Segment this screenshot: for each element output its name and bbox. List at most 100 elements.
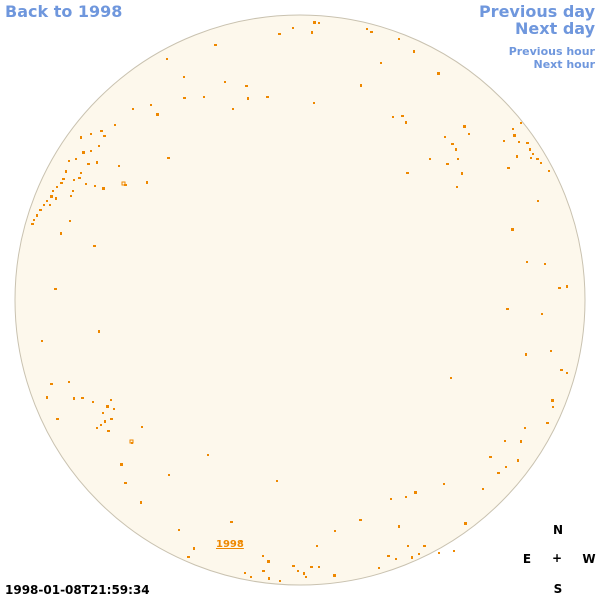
sky-object-marker [245, 85, 248, 87]
sky-object-marker [552, 406, 554, 408]
sky-disk [14, 14, 586, 586]
sky-object-marker [392, 116, 394, 118]
sky-object-marker [405, 121, 407, 124]
previous-day-link[interactable]: Previous day [478, 2, 595, 21]
sky-object-marker [113, 408, 115, 410]
sky-object-marker [114, 124, 116, 126]
sky-object-marker [489, 456, 492, 458]
sky-object-marker [102, 187, 105, 190]
sky-object-marker [366, 28, 368, 30]
next-day-link[interactable]: Next day [515, 19, 595, 38]
compass-center: + [551, 551, 563, 565]
sky-object-marker [33, 219, 35, 221]
sky-object-marker [78, 177, 81, 179]
sky-object-marker [303, 572, 305, 575]
sky-object-marker [530, 157, 532, 159]
sky-object-marker [378, 567, 380, 569]
sky-object-marker [85, 183, 87, 185]
sky-object-marker [81, 397, 84, 399]
sky-object-marker [411, 556, 413, 559]
sky-object-marker [124, 482, 127, 484]
sky-object-marker [244, 572, 246, 574]
sky-object-marker [278, 33, 281, 35]
sky-object-marker [96, 161, 98, 164]
sky-object-marker [463, 125, 466, 128]
sky-object-marker [120, 463, 123, 466]
sky-object-marker [455, 148, 457, 151]
sky-object-marker [267, 560, 270, 563]
sky-object-marker [207, 454, 209, 456]
sky-object-marker [50, 383, 53, 385]
sky-object-markers [31, 21, 568, 582]
sky-object-marker [443, 483, 445, 485]
sky-object-marker [39, 209, 42, 211]
sky-object-marker [560, 369, 563, 371]
sky-object-marker [503, 140, 505, 142]
sky-object-marker [418, 553, 420, 555]
sky-object-marker [305, 576, 307, 578]
sky-object-marker [333, 574, 336, 577]
sky-object-marker [87, 163, 90, 165]
sky-object-marker [279, 580, 281, 582]
next-hour-link[interactable]: Next hour [533, 58, 596, 71]
back-to-year-link[interactable]: Back to 1998 [5, 2, 123, 21]
sky-object-marker [43, 204, 45, 206]
sky-object-marker [187, 556, 190, 558]
sky-object-marker [46, 396, 48, 399]
sky-object-marker [551, 399, 554, 402]
sky-object-marker [517, 459, 519, 462]
sky-object-marker [318, 566, 320, 568]
sky-object-marker [360, 84, 362, 87]
sky-object-marker [546, 422, 549, 424]
sky-object-marker [65, 170, 67, 173]
sky-object-marker [359, 519, 362, 521]
sky-object-marker [193, 547, 195, 550]
sky-object-marker [92, 401, 94, 403]
sky-object-marker [398, 38, 400, 40]
sky-object-marker [262, 570, 265, 572]
sky-object-marker [166, 58, 168, 60]
sky-object-marker [72, 190, 74, 192]
sky-object-marker [482, 488, 484, 490]
sky-object-marker [334, 530, 336, 532]
sky-object-marker [93, 245, 96, 247]
sky-object-marker [566, 372, 568, 374]
sky-object-marker [98, 330, 100, 333]
sky-object-marker [438, 552, 440, 554]
sky-object-marker [90, 150, 92, 152]
compass-east: E [522, 552, 532, 566]
sky-object-marker [468, 133, 470, 135]
sky-object-marker [110, 418, 113, 420]
sky-object-marker [50, 195, 53, 198]
sky-object-marker [56, 186, 58, 188]
sky-object-marker [536, 158, 539, 160]
sky-object-marker [247, 97, 249, 100]
sky-object-marker [141, 426, 143, 428]
sky-object-marker [168, 474, 170, 476]
sky-object-marker [464, 522, 467, 525]
sky-object-marker [100, 130, 103, 132]
sky-object-marker [529, 148, 531, 151]
sky-object-marker [550, 350, 552, 352]
sky-object-marker [444, 136, 446, 138]
sky-object-marker [250, 576, 252, 578]
previous-hour-link[interactable]: Previous hour [508, 45, 595, 58]
sky-object-marker [262, 555, 264, 557]
sky-object-marker [456, 186, 458, 188]
sky-object-marker [98, 145, 100, 147]
sky-object-marker [518, 141, 520, 143]
sky-object-marker [407, 545, 409, 547]
sky-object-marker [73, 397, 75, 400]
sky-object-marker [316, 545, 318, 547]
sky-object-marker [54, 288, 57, 290]
sky-object-marker [68, 381, 70, 383]
sky-object-marker [318, 22, 320, 24]
sky-object-marker [183, 76, 185, 78]
sky-object-marker [107, 430, 110, 432]
sky-object-marker [429, 158, 431, 160]
sky-object-marker [118, 165, 120, 167]
sky-object-marker [451, 143, 454, 145]
year-1998-link[interactable]: 1998 [216, 539, 244, 550]
sky-object-marker [401, 115, 404, 117]
